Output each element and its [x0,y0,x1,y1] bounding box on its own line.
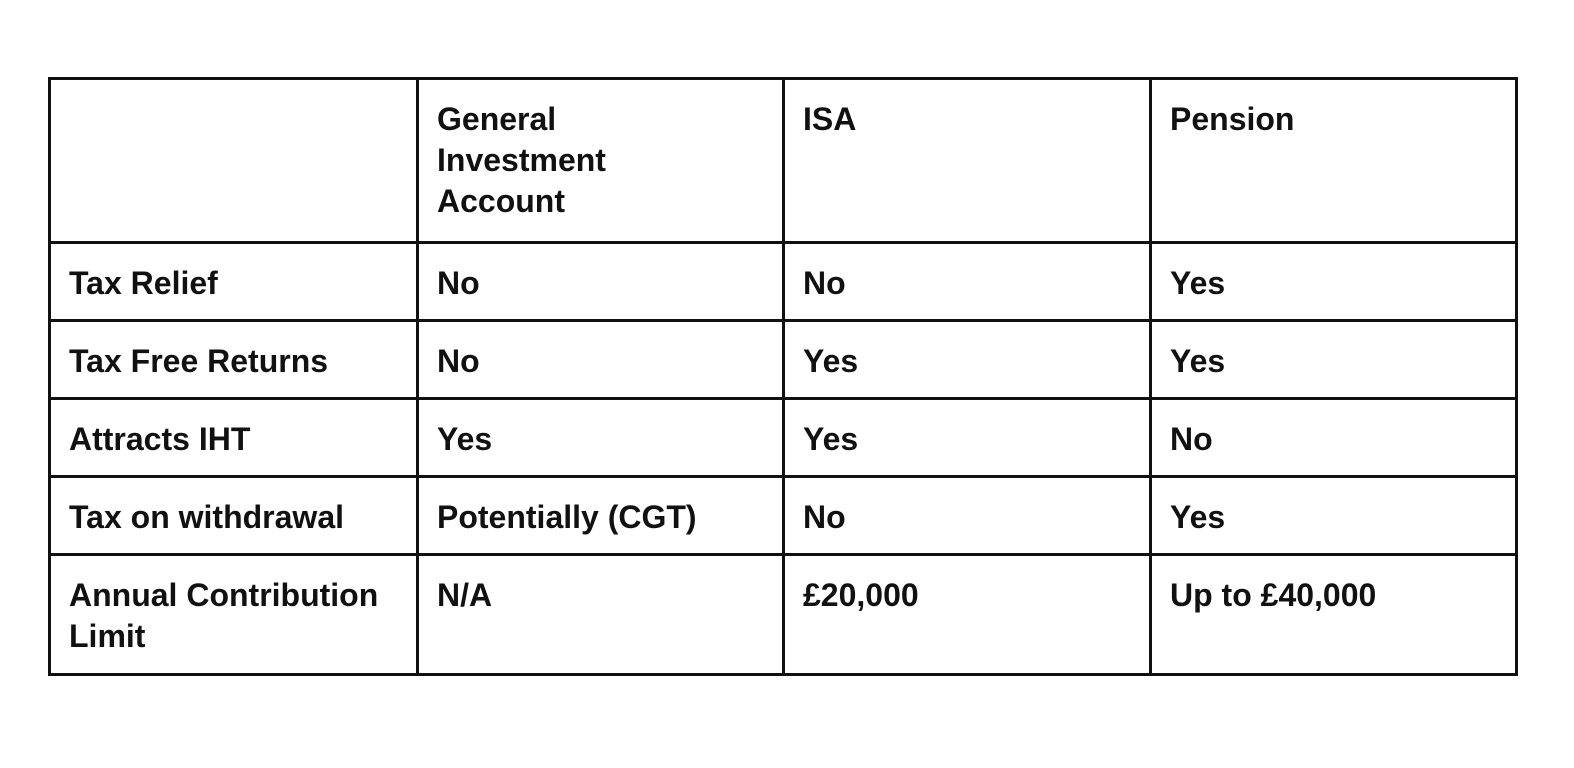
table-cell: Up to £40,000 [1149,553,1518,676]
table-cell: No [416,319,785,400]
comparison-table: General Investment Account ISA Pension T… [48,77,1518,676]
table-cell: Yes [782,397,1152,478]
table-cell: No [782,241,1152,322]
header-cell-pension: Pension [1149,77,1518,244]
table-row: Tax Relief No No Yes [48,241,1518,322]
row-label: Attracts IHT [48,397,419,478]
table-cell: £20,000 [782,553,1152,676]
table-row: Attracts IHT Yes Yes No [48,397,1518,478]
header-cell-isa: ISA [782,77,1152,244]
table-cell: N/A [416,553,785,676]
table-cell: Yes [1149,241,1518,322]
header-row: General Investment Account ISA Pension [48,77,1518,244]
table-cell: Potentially (CGT) [416,475,785,556]
header-cell-gia: General Investment Account [416,77,785,244]
row-label: Annual Contribution Limit [48,553,419,676]
row-label: Tax on withdrawal [48,475,419,556]
table-cell: Yes [416,397,785,478]
header-cell-empty [48,77,419,244]
table-row: Tax on withdrawal Potentially (CGT) No Y… [48,475,1518,556]
table-cell: No [782,475,1152,556]
row-label: Tax Relief [48,241,419,322]
row-label: Tax Free Returns [48,319,419,400]
table-row: Tax Free Returns No Yes Yes [48,319,1518,400]
table-cell: No [416,241,785,322]
table-row: Annual Contribution Limit N/A £20,000 Up… [48,553,1518,676]
table-cell: No [1149,397,1518,478]
table-cell: Yes [782,319,1152,400]
table-cell: Yes [1149,319,1518,400]
header-label: General Investment Account [437,101,606,219]
table-cell: Yes [1149,475,1518,556]
